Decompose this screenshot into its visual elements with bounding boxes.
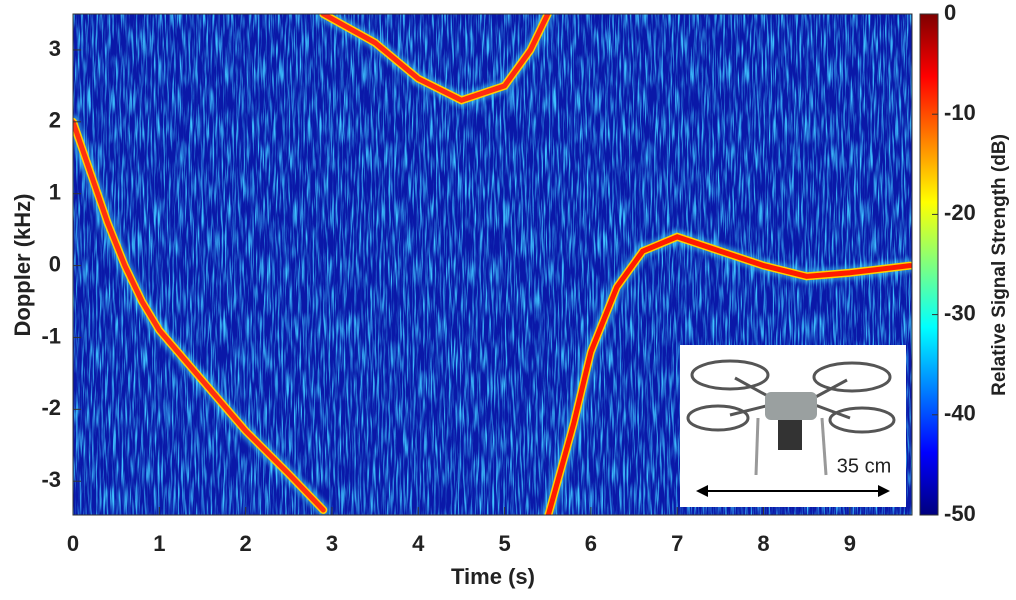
colorbar-tick-label: -50 [944, 501, 976, 526]
y-tick-label: 3 [49, 36, 61, 61]
annotation: 35 cm [837, 455, 891, 477]
x-tick-label: 2 [240, 531, 252, 556]
colorbar-tick-label: 0 [944, 0, 956, 25]
trace [320, 14, 551, 103]
y-tick-label: 1 [49, 180, 61, 205]
y-axis-title: Doppler (kHz) [10, 194, 35, 337]
x-tick-label: 1 [153, 531, 165, 556]
x-axis-title: Time (s) [451, 564, 535, 589]
x-tick-label: 0 [67, 531, 79, 556]
x-tick-label: 4 [412, 531, 425, 556]
y-tick-label: 0 [49, 251, 61, 276]
colorbar-tick-label: -10 [944, 100, 976, 125]
x-tick-label: 8 [757, 531, 769, 556]
y-tick-label: 2 [49, 108, 61, 133]
colorbar-tick-label: -20 [944, 200, 976, 225]
colorbar-title: Relative Signal Strength (dB) [989, 134, 1010, 396]
x-tick-label: 5 [498, 531, 510, 556]
y-tick-label: -1 [41, 323, 61, 348]
x-tick-label: 9 [844, 531, 856, 556]
x-tick-label: 7 [671, 531, 683, 556]
y-tick-label: -3 [41, 467, 61, 492]
x-tick-label: 3 [326, 531, 338, 556]
colorbar [919, 13, 939, 516]
x-tick-label: 6 [585, 531, 597, 556]
trace [73, 119, 326, 513]
colorbar-tick-label: -30 [944, 300, 976, 325]
y-tick-label: -2 [41, 395, 61, 420]
traces [73, 14, 912, 515]
plot-frame [72, 13, 913, 516]
colorbar-tick-label: -40 [944, 401, 976, 426]
inset: 35 cm [680, 345, 906, 507]
trace [545, 234, 912, 515]
